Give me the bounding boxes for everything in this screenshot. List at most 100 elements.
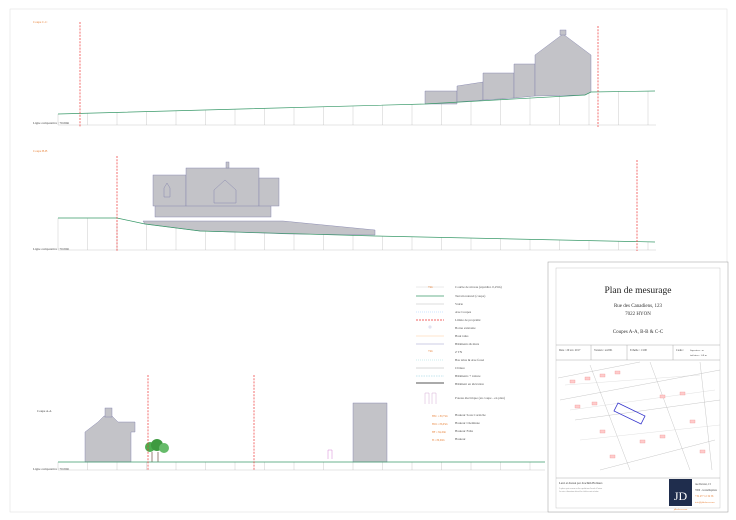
firm-website: jdholaers.com: [673, 508, 688, 511]
section-cc: Coupe C-C Ligne comparative : 70.00m: [33, 20, 656, 127]
legend-item: Poteau électrique (en coupe - en plan): [424, 392, 505, 404]
svg-text:H = 80,00m: H = 80,00m: [432, 439, 445, 442]
building-step: [456, 81, 484, 103]
svg-text:Superieur - m: Superieur - m: [690, 349, 704, 352]
section-bb-label: Coupe B-B: [33, 149, 47, 153]
legend-item: Bâtiment en élévation: [416, 382, 484, 386]
legend-item: 73m Courbe de niveau (équidist. 0,25m): [416, 285, 502, 290]
svg-text:73m: 73m: [428, 350, 433, 353]
section-aa-label: Coupe A-A: [37, 409, 52, 413]
window: [163, 182, 171, 198]
svg-text:Bâtiments + toiture: Bâtiments + toiture: [455, 374, 481, 378]
legend-height: H = 80,00m Hauteur: [432, 437, 467, 442]
svg-text:Hauteur Faîte: Hauteur Faîte: [455, 429, 474, 433]
house: [84, 415, 136, 463]
firm-logo: [669, 479, 692, 506]
svg-text:Axe Coupes: Axe Coupes: [455, 310, 472, 314]
author: Levé et dressé par Joachim Hollaers: [559, 481, 603, 485]
building-step: [424, 90, 458, 105]
address-line2: 7022 HYON: [625, 312, 651, 317]
electric-pole-icon: [327, 449, 333, 459]
svg-text:Voirie: Voirie: [455, 302, 464, 306]
building-right: [258, 177, 280, 207]
chimney: [559, 29, 567, 36]
map-building: [599, 373, 606, 378]
svg-text:Les cotes et dimensions doiven: Les cotes et dimensions doivent être vér…: [559, 490, 599, 493]
svg-text:7000 - Grandbaptiste: 7000 - Grandbaptiste: [695, 489, 718, 492]
map-building: [614, 370, 621, 375]
address-line1: Rue des Canadiens, 123: [614, 304, 663, 309]
svg-text:HCh = 86,05m: HCh = 86,05m: [432, 423, 448, 426]
version-field: Version : rev001: [594, 349, 613, 352]
svg-text:73m: 73m: [428, 286, 433, 289]
building-base: [154, 204, 272, 218]
chimney: [225, 161, 230, 169]
svg-text:info@jdholaers.com: info@jdholaers.com: [695, 501, 715, 504]
section-bb-ref: Ligne comparative : 70.00m: [33, 247, 70, 251]
terrain-line: [57, 90, 656, 115]
legend-item: 73m Z TN: [428, 350, 463, 354]
svg-text:+32 477 12 34 56: +32 477 12 34 56: [695, 495, 714, 498]
legend-height: HCh = 86,05m Hauteur Cheminée: [432, 421, 480, 426]
building-step: [513, 63, 536, 99]
svg-text:Clôture: Clôture: [455, 366, 465, 370]
legend-height: HF = 84,45m Hauteur Faîte: [432, 429, 474, 434]
parcel-highlight: [613, 402, 646, 425]
map-building: [659, 434, 666, 439]
chimney: [104, 407, 113, 418]
svg-text:Bas talus & Axe fossé: Bas talus & Axe fossé: [455, 358, 485, 362]
section-ticks: [57, 462, 531, 470]
svg-text:inférieur : 1-B m: inférieur : 1-B m: [690, 354, 707, 357]
building-step: [482, 72, 515, 101]
building-elevation: [352, 402, 388, 463]
legend-item: Bâtiments + toiture: [416, 374, 481, 378]
map-building: [569, 379, 576, 384]
building-left: [152, 174, 187, 207]
svg-text:Poteau électrique (en coupe -: Poteau électrique (en coupe - en plan): [455, 396, 505, 400]
svg-text:Borne existante: Borne existante: [455, 326, 476, 330]
section-aa-ref: Ligne comparative : 70.00m: [33, 467, 70, 471]
plan-title: Plan de mesurage: [604, 286, 671, 296]
svg-text:Haut talus: Haut talus: [455, 334, 469, 338]
scale-field: Echelle : 1/100: [630, 349, 648, 352]
sheet-border: [9, 8, 728, 513]
svg-text:HSC = 80,75m: HSC = 80,75m: [432, 415, 448, 418]
map-building: [591, 401, 598, 406]
svg-text:Hauteur Cheminée: Hauteur Cheminée: [455, 421, 480, 425]
map-building: [659, 394, 666, 399]
location-map: [557, 361, 721, 471]
section-aa: Coupe A-A Ligne comparative : 70.00m: [33, 375, 545, 471]
svg-text:Bâtiment en élévation: Bâtiment en élévation: [455, 382, 484, 386]
map-building: [639, 439, 646, 444]
legend-item: Terrain naturel (coupe): [416, 294, 485, 298]
map-building: [689, 419, 696, 424]
legend-item: Borne existante: [428, 325, 476, 330]
legend-item: Limite de propriété: [416, 318, 481, 322]
tree-icon: [145, 439, 169, 462]
svg-text:Hauteur: Hauteur: [455, 437, 467, 441]
svg-text:rue Dexter, 15: rue Dexter, 15: [695, 483, 712, 486]
legend-item: Bâtiments & murs: [416, 342, 480, 346]
legend-item: Haut talus: [416, 334, 469, 338]
svg-text:Limite de propriété: Limite de propriété: [455, 318, 481, 322]
svg-text:Ce plan ne peut en aucun cas ê: Ce plan ne peut en aucun cas être reprod…: [559, 488, 603, 490]
terrain-line: [58, 217, 656, 243]
title-block: Plan de mesurage Rue des Canadiens, 123 …: [547, 261, 729, 513]
map-building: [584, 376, 591, 381]
legend-height: HSC = 80,75m Hauteur Sous Corniche: [432, 413, 486, 418]
svg-text:Z TN: Z TN: [455, 350, 463, 354]
legend-item: Voirie: [416, 302, 464, 306]
section-ticks: [57, 218, 649, 250]
section-cc-ref: Ligne comparative : 70.00m: [33, 121, 70, 125]
cadastre-label: Cadre :: [676, 349, 684, 352]
map-building: [574, 404, 581, 409]
map-building: [609, 454, 616, 459]
map-building: [699, 449, 706, 454]
legend-item: Axe Coupes: [416, 310, 472, 314]
legend-item: Clôture: [416, 366, 465, 370]
legend-item: Bas talus & Axe fossé: [416, 358, 485, 362]
svg-text:JD: JD: [674, 489, 688, 503]
plan-subtitle: Coupes A-A, B-B & C-C: [613, 330, 664, 335]
section-cc-label: Coupe C-C: [33, 20, 47, 24]
